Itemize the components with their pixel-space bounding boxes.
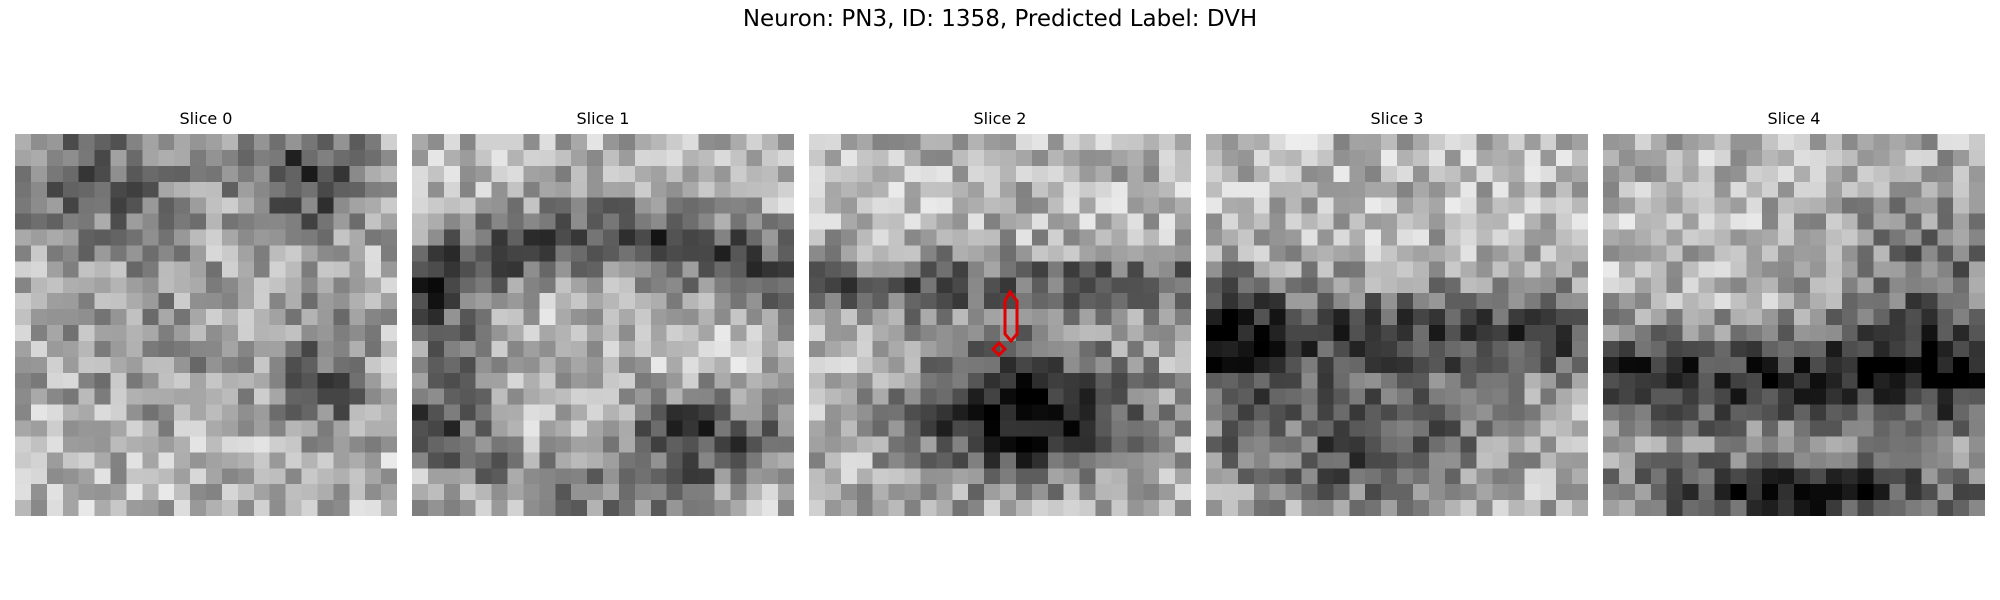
slice-image (412, 134, 794, 516)
slice-image (1603, 134, 1985, 516)
slice-title: Slice 2 (973, 109, 1027, 128)
slice-title: Slice 0 (179, 109, 233, 128)
slice-image (809, 134, 1191, 516)
slice-image (15, 134, 397, 516)
slice-title: Slice 1 (576, 109, 630, 128)
slice-panel-3: Slice 3 (1206, 108, 1588, 516)
slice-panel-1: Slice 1 (412, 108, 794, 516)
contour-overlay (990, 289, 1019, 358)
slice-panel-0: Slice 0 (15, 108, 397, 516)
figure-title: Neuron: PN3, ID: 1358, Predicted Label: … (742, 6, 1258, 32)
contour-outline (1003, 289, 1019, 344)
slice-title: Slice 4 (1767, 109, 1821, 128)
slice-image (1206, 134, 1588, 516)
slice-title: Slice 3 (1370, 109, 1424, 128)
slice-panel-2: Slice 2 (809, 108, 1191, 516)
slice-panel-4: Slice 4 (1603, 108, 1985, 516)
contour-marker (990, 340, 1008, 358)
